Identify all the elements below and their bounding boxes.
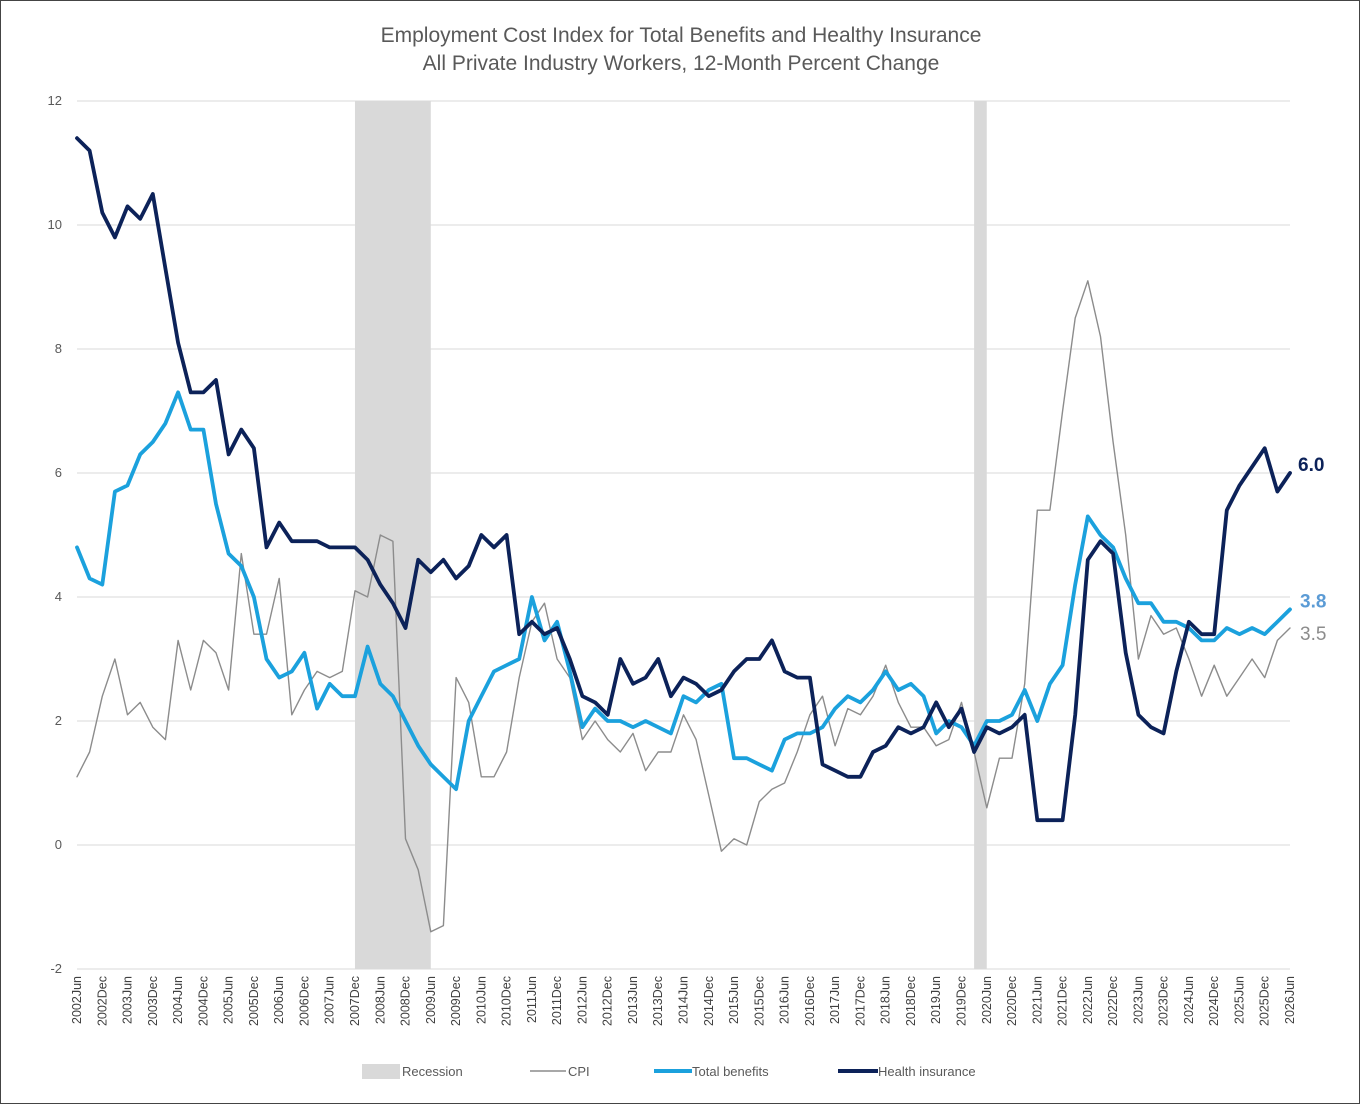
- x-tick-label: 2008Dec: [399, 976, 413, 1026]
- x-tick-label: 2009Jun: [424, 976, 438, 1024]
- x-tick-label: 2014Jun: [677, 976, 691, 1024]
- x-tick-label: 2020Jun: [980, 976, 994, 1024]
- x-tick-label: 2005Dec: [247, 976, 261, 1026]
- y-axis-ticks: 12 10 8 6 4 2 0 -2: [48, 93, 62, 976]
- x-tick-label: 2011Dec: [550, 976, 564, 1025]
- total-benefits-line: [75, 390, 1292, 792]
- x-tick-label: 2017Dec: [853, 976, 867, 1026]
- x-tick-label: 2006Jun: [272, 976, 286, 1024]
- x-tick-label: 2024Dec: [1207, 976, 1221, 1026]
- x-tick-label: 2022Dec: [1106, 976, 1120, 1026]
- x-tick-label: 2003Jun: [121, 976, 135, 1024]
- y-tick-label: 10: [48, 217, 62, 232]
- x-tick-label: 2025Dec: [1258, 976, 1272, 1026]
- health-insurance-line: [75, 136, 1292, 823]
- recession-bands: [354, 101, 987, 969]
- chart-subtitle: All Private Industry Workers, 12-Month P…: [423, 52, 940, 75]
- x-tick-label: 2010Dec: [500, 976, 514, 1026]
- x-axis-ticks: 2002Jun 2002Dec 2003Jun 2003Dec 2004Jun 2004D…: [70, 976, 1297, 1026]
- health-insurance-end-label: 6.0: [1298, 455, 1324, 476]
- x-tick-label: 2003Dec: [146, 976, 160, 1026]
- x-tick-label: 2026Jun: [1283, 976, 1297, 1024]
- recession-band-2: [974, 101, 987, 969]
- gridlines: [77, 100, 1290, 970]
- x-tick-label: 2002Dec: [95, 976, 109, 1026]
- cpi-end-label: 3.5: [1300, 624, 1326, 645]
- x-tick-label: 2013Dec: [651, 976, 665, 1026]
- series-lines: [75, 136, 1292, 933]
- x-tick-label: 2024Jun: [1182, 976, 1196, 1024]
- legend-total-benefits-label: Total benefits: [692, 1064, 769, 1079]
- x-tick-label: 2004Dec: [196, 976, 210, 1026]
- x-tick-label: 2010Jun: [474, 976, 488, 1024]
- y-tick-label: 6: [55, 465, 62, 480]
- x-tick-label: 2020Dec: [1005, 976, 1019, 1026]
- x-tick-label: 2014Dec: [702, 976, 716, 1026]
- legend-recession-swatch: [362, 1064, 400, 1079]
- legend-cpi-label: CPI: [568, 1064, 590, 1079]
- x-tick-label: 2015Jun: [727, 976, 741, 1024]
- x-tick-label: 2019Dec: [954, 976, 968, 1026]
- chart-title: Employment Cost Index for Total Benefits…: [381, 24, 982, 47]
- y-tick-label: 0: [55, 837, 62, 852]
- cpi-line: [76, 280, 1291, 933]
- x-tick-label: 2023Jun: [1131, 976, 1145, 1024]
- x-tick-label: 2018Dec: [904, 976, 918, 1026]
- x-tick-label: 2009Dec: [449, 976, 463, 1026]
- x-tick-label: 2012Dec: [601, 976, 615, 1026]
- x-tick-label: 2004Jun: [171, 976, 185, 1024]
- x-tick-label: 2013Jun: [626, 976, 640, 1024]
- x-tick-label: 2006Dec: [297, 976, 311, 1026]
- x-tick-label: 2017Jun: [828, 976, 842, 1024]
- x-tick-label: 2012Jun: [575, 976, 589, 1024]
- legend-recession-label: Recession: [402, 1064, 463, 1079]
- x-tick-label: 2007Dec: [348, 976, 362, 1026]
- x-tick-label: 2016Dec: [803, 976, 817, 1026]
- x-tick-label: 2023Dec: [1157, 976, 1171, 1026]
- x-tick-label: 2025Jun: [1232, 976, 1246, 1024]
- y-tick-label: 2: [55, 713, 62, 728]
- x-tick-label: 2022Jun: [1081, 976, 1095, 1024]
- x-tick-label: 2011Jun: [525, 976, 539, 1023]
- total-benefits-end-label: 3.8: [1300, 591, 1326, 612]
- legend: Recession CPI Total benefits Health insu…: [362, 1064, 976, 1079]
- x-tick-label: 2018Jun: [879, 976, 893, 1024]
- x-tick-label: 2007Jun: [323, 976, 337, 1024]
- x-tick-label: 2015Dec: [752, 976, 766, 1026]
- y-tick-label: -2: [50, 961, 62, 976]
- x-tick-label: 2005Jun: [222, 976, 236, 1024]
- y-tick-label: 12: [48, 93, 62, 108]
- x-tick-label: 2021Dec: [1056, 976, 1070, 1026]
- legend-health-insurance-label: Health insurance: [878, 1064, 976, 1079]
- x-tick-label: 2016Jun: [778, 976, 792, 1024]
- recession-band-1: [354, 101, 431, 969]
- x-tick-label: 2019Jun: [929, 976, 943, 1024]
- x-tick-label: 2008Jun: [373, 976, 387, 1024]
- x-tick-label: 2002Jun: [70, 976, 84, 1024]
- y-tick-label: 8: [55, 341, 62, 356]
- x-tick-label: 2021Jun: [1030, 976, 1044, 1024]
- y-tick-label: 4: [55, 589, 62, 604]
